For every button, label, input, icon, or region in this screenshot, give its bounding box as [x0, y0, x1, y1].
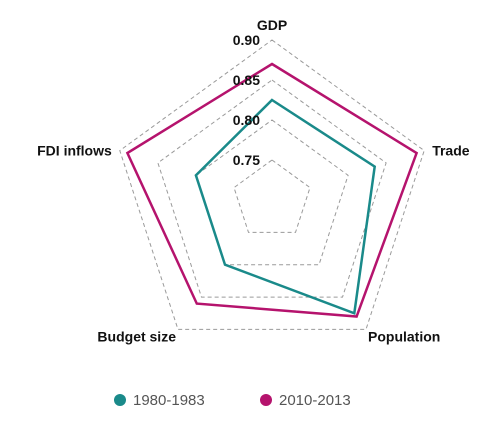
- tick-label: 0.85: [233, 72, 260, 88]
- axis-labels: GDP Trade Population Budget size FDI inflows: [37, 17, 470, 344]
- series-line-0: [194, 98, 377, 316]
- series-line-1: [125, 62, 419, 318]
- grid-ring-1: [195, 119, 349, 266]
- radial-tick-labels: 0.75 0.80 0.85 0.90: [233, 32, 260, 168]
- tick-label: 0.75: [233, 152, 260, 168]
- grid-ring-2: [157, 79, 387, 298]
- radar-grid: [119, 39, 425, 330]
- tick-label: 0.80: [233, 112, 260, 128]
- radar-series: [125, 62, 419, 318]
- axis-label-budget-size: Budget size: [97, 328, 176, 344]
- axis-label-fdi-inflows: FDI inflows: [37, 143, 112, 159]
- legend-label-0: 1980-1983: [133, 392, 205, 409]
- axis-label-gdp: GDP: [257, 17, 287, 33]
- legend-marker-0: [114, 394, 126, 406]
- tick-label: 0.90: [233, 32, 260, 48]
- axis-label-trade: Trade: [432, 143, 470, 159]
- grid-ring-0: [233, 159, 311, 233]
- legend-label-1: 2010-2013: [279, 392, 351, 409]
- legend: 1980-1983 2010-2013: [114, 392, 351, 409]
- grid-ring-3: [119, 39, 425, 330]
- axis-label-population: Population: [368, 328, 440, 344]
- legend-marker-1: [260, 394, 272, 406]
